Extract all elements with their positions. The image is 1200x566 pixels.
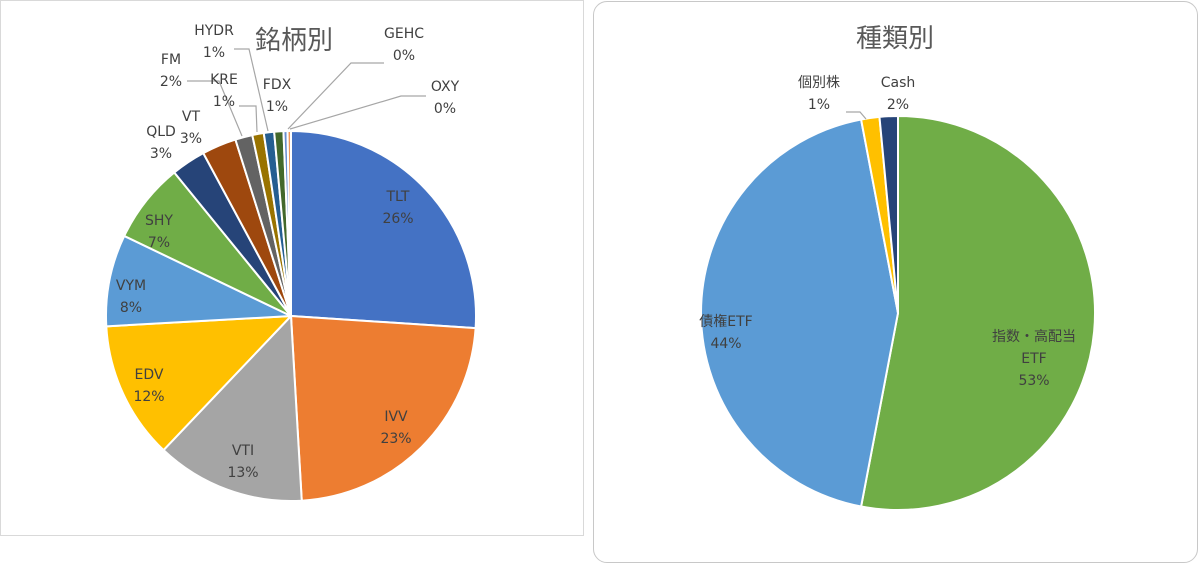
pie-slice-vym	[105, 234, 292, 328]
leader-line	[287, 62, 384, 130]
leader-line	[289, 95, 426, 130]
pie-chart-by-type: 種類別 指数・高配当 ETF 53% 債権ETF 44% 個別株 1% Cash 2%	[699, 24, 1097, 511]
data-label-value: 26%	[382, 211, 413, 227]
data-label: HYDR 1%	[194, 23, 234, 61]
data-label: QLD 3%	[146, 124, 176, 162]
data-label-name: FDX	[263, 77, 292, 93]
data-label-value: 7%	[148, 235, 170, 251]
data-label-value: 1%	[213, 94, 235, 110]
chart-panel-by-type: 種類別 指数・高配当 ETF 53% 債権ETF 44% 個別株 1% Cash 2%	[593, 1, 1198, 563]
data-label: Cash 2%	[881, 75, 916, 113]
data-label-name: TLT	[386, 189, 410, 205]
data-label-value: 1%	[808, 97, 830, 113]
leader-line	[846, 111, 867, 120]
data-label: 債権ETF 44%	[699, 313, 752, 352]
data-label-value: 2%	[887, 97, 909, 113]
data-label: 個別株 1%	[798, 75, 840, 113]
data-label-name: EDV	[135, 367, 164, 383]
chart-title: 銘柄別	[255, 26, 333, 56]
leader-line	[187, 80, 243, 137]
data-label-name: IVV	[384, 409, 408, 425]
data-label-value: 53%	[1018, 373, 1049, 389]
data-label: FM 2%	[160, 52, 182, 90]
data-label: EDV 12%	[133, 367, 164, 405]
data-label-name: Cash	[881, 75, 916, 91]
pie-slice-vti	[162, 315, 303, 503]
data-label-name: FM	[161, 52, 181, 68]
data-label: KRE 1%	[210, 72, 238, 110]
chart-title: 種類別	[856, 24, 934, 54]
data-label-name: 債権ETF	[699, 313, 752, 330]
leader-line	[234, 48, 269, 132]
data-label-name: KRE	[210, 72, 238, 88]
leader-line	[239, 105, 258, 133]
data-label: VT 3%	[180, 109, 202, 147]
pie-slice-oxy	[286, 129, 292, 317]
data-label-value: 8%	[120, 300, 142, 316]
data-label-name: ETF	[1021, 351, 1046, 367]
data-label-value: 3%	[150, 146, 172, 162]
pie-slice-cash	[878, 114, 899, 314]
pie-slice--etf	[700, 118, 899, 508]
data-label-name: SHY	[145, 213, 173, 229]
pie-chart-by-ticker: 銘柄別 TLT 26% IVV 23% VTI 13% EDV 12% VYM 8% SHY 7% QL…	[105, 23, 478, 503]
data-label-name: VYM	[116, 278, 146, 294]
data-label: VTI 13%	[227, 443, 258, 481]
data-label-name: 指数・高配当	[992, 328, 1076, 345]
data-label: TLT 26%	[382, 189, 413, 227]
data-label-value: 0%	[434, 101, 456, 117]
data-label: FDX 1%	[263, 77, 292, 115]
data-label-name: VT	[182, 109, 201, 125]
data-label-name: HYDR	[194, 23, 234, 39]
data-label-value: 1%	[266, 99, 288, 115]
data-label: OXY 0%	[431, 79, 460, 117]
data-label: GEHC 0%	[384, 26, 424, 64]
data-label-value: 13%	[227, 465, 258, 481]
pie-slice-edv	[105, 315, 292, 452]
data-label-value: 44%	[710, 336, 741, 352]
pie-slice--etf	[860, 115, 1097, 511]
data-label-name: 個別株	[798, 75, 840, 91]
data-label-name: QLD	[146, 124, 176, 140]
pie-slice-ivv	[290, 315, 477, 502]
chart-panel-by-ticker: 銘柄別 TLT 26% IVV 23% VTI 13% EDV 12% VYM 8% SHY 7% QL…	[0, 0, 584, 536]
data-label: VYM 8%	[116, 278, 146, 316]
data-label-value: 0%	[393, 48, 415, 64]
data-label: IVV 23%	[380, 409, 411, 447]
data-label-name: OXY	[431, 79, 460, 95]
data-label: SHY 7%	[145, 213, 173, 251]
data-label-value: 12%	[133, 389, 164, 405]
data-label-name: GEHC	[384, 26, 424, 42]
data-label-value: 23%	[380, 431, 411, 447]
pie-slice-tlt	[290, 130, 478, 330]
data-label: 指数・高配当 ETF 53%	[992, 328, 1076, 389]
data-label-value: 3%	[180, 131, 202, 147]
data-label-value: 2%	[160, 74, 182, 90]
data-label-value: 1%	[203, 45, 225, 61]
data-label-name: VTI	[232, 443, 254, 459]
